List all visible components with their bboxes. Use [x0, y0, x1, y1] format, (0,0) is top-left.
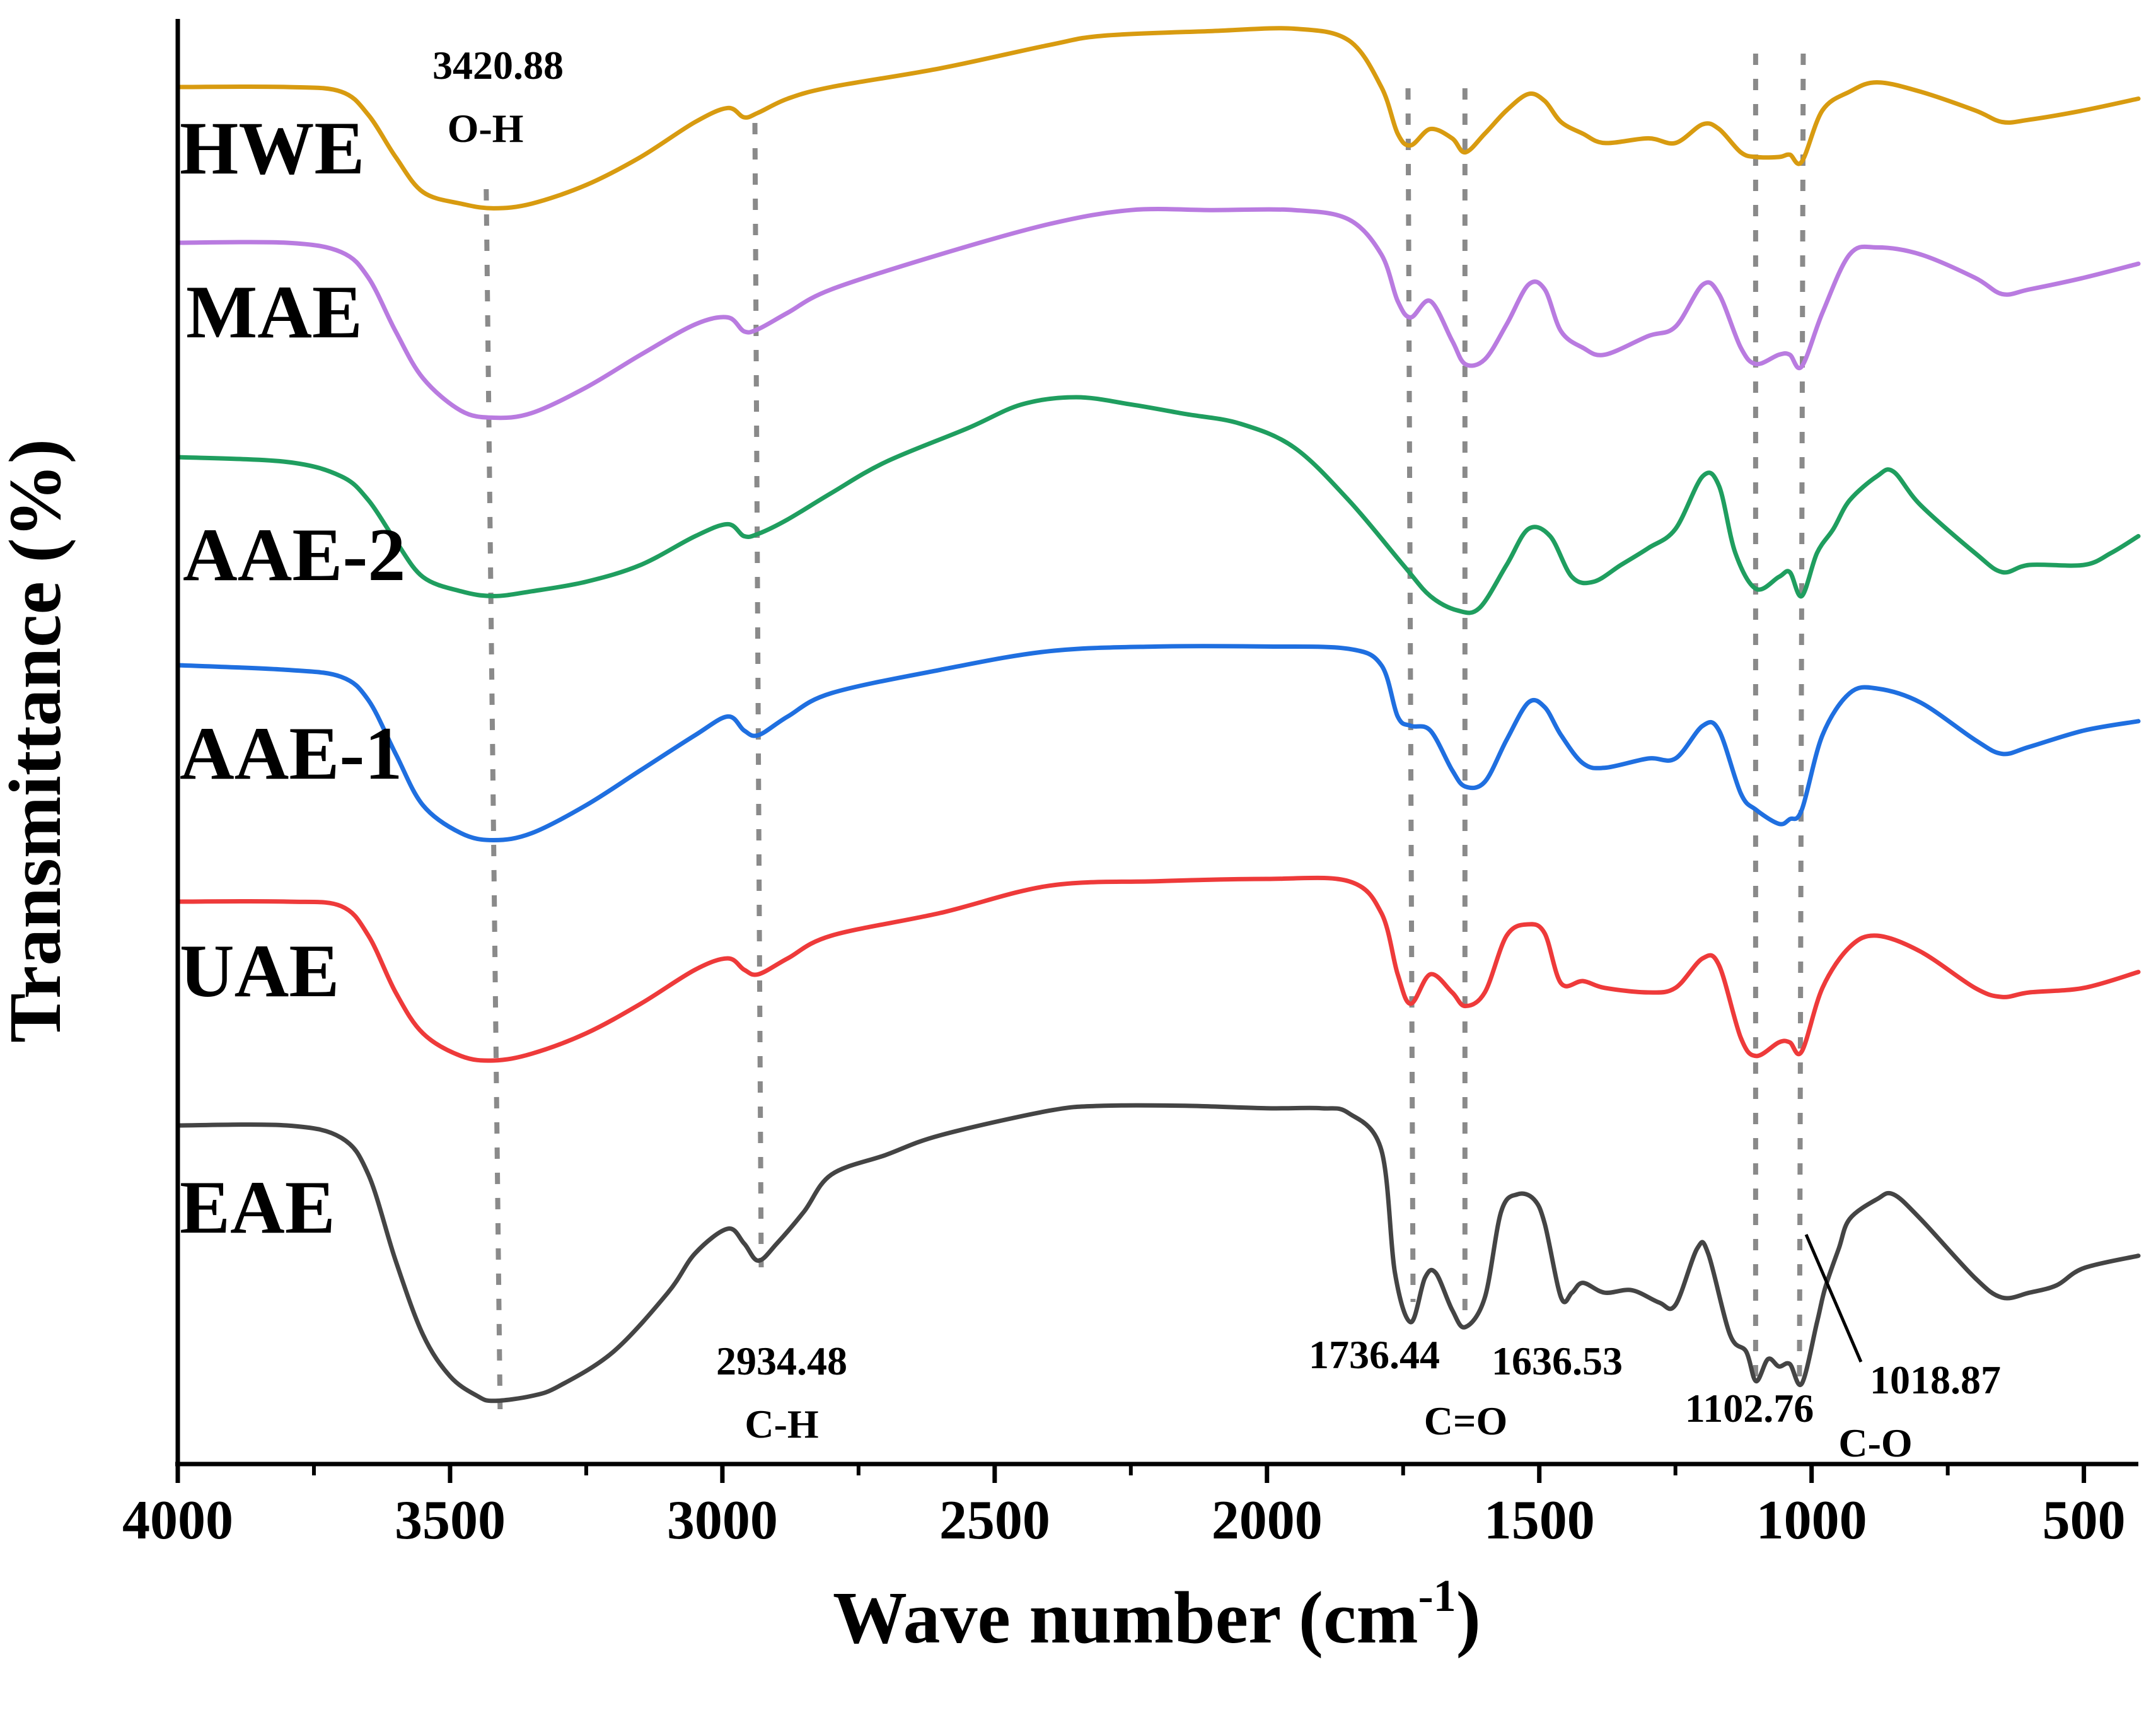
x-tick-label-3000: 3000	[667, 1490, 778, 1551]
reference-line-3420-88	[484, 189, 503, 1410]
annotation-oh-group: O-H	[448, 106, 524, 151]
series-label-hwe: HWE	[180, 106, 364, 190]
reference-line-2934-48	[752, 122, 764, 1268]
series-line-hwe	[175, 26, 2141, 211]
series-label-aae-2: AAE-2	[183, 513, 405, 596]
x-tick-label-3500: 3500	[395, 1490, 506, 1551]
x-tick-label-2500: 2500	[939, 1490, 1050, 1551]
annotation-cof-group: C-O	[1838, 1421, 1912, 1465]
reference-line-1018-87	[1797, 53, 1806, 1385]
annotation-cof-1102: 1102.76	[1685, 1386, 1814, 1431]
x-tick-label-1500: 1500	[1484, 1490, 1595, 1551]
x-tick-label-1000: 1000	[1756, 1490, 1867, 1551]
series-line-uae	[175, 875, 2141, 1063]
series-line-mae	[175, 207, 2141, 421]
series-line-eae	[175, 1103, 2141, 1404]
annotation-oh-value: 3420.88	[432, 43, 564, 88]
series-curves	[175, 26, 2141, 1404]
x-axis-title-sup: -1	[1418, 1571, 1456, 1621]
annotation-cof-1018: 1018.87	[1870, 1357, 2001, 1402]
reference-lines	[484, 53, 1806, 1410]
y-axis-title: Transmittance (%)	[0, 439, 76, 1043]
series-label-mae: MAE	[186, 270, 362, 354]
x-tick-label-2000: 2000	[1212, 1490, 1323, 1551]
x-axis-ticks: 4000 3500 3000 2500 2000 1500 1000 500	[122, 1464, 2126, 1551]
x-tick-label-500: 500	[2043, 1490, 2126, 1551]
annotation-co-group: C=O	[1424, 1398, 1507, 1443]
series-label-eae: EAE	[180, 1165, 335, 1249]
annotation-co-1636: 1636.53	[1492, 1339, 1623, 1383]
annotation-co-1736: 1736.44	[1309, 1332, 1440, 1377]
x-axis-title-main: Wave number (cm	[833, 1576, 1418, 1659]
series-line-aae-1	[175, 644, 2141, 842]
reference-line-1736-44	[1405, 88, 1416, 1303]
x-axis-title-close: )	[1456, 1576, 1481, 1659]
annotation-ch-group: C-H	[745, 1402, 818, 1446]
series-label-aae-1: AAE-1	[180, 711, 402, 795]
annotation-ch-value: 2934.48	[716, 1339, 847, 1383]
series-label-uae: UAE	[180, 929, 339, 1013]
series-line-aae-2	[175, 395, 2141, 615]
x-axis-title: Wave number (cm-1)	[833, 1571, 1481, 1659]
annotation-pointer-line	[1804, 1234, 1863, 1363]
x-tick-label-4000: 4000	[122, 1490, 233, 1551]
